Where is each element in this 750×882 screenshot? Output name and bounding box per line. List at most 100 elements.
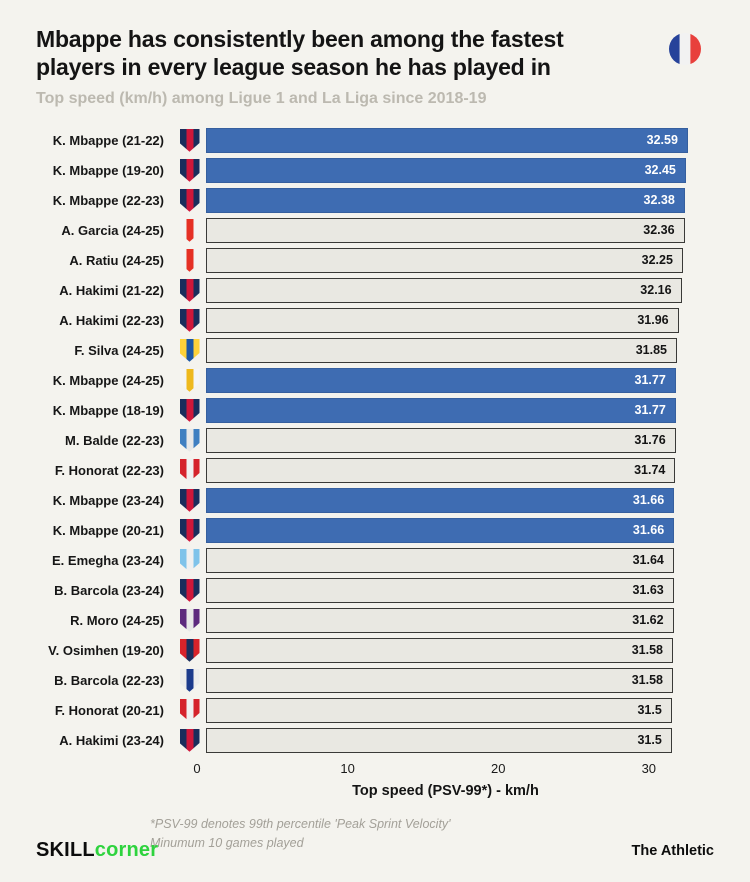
title-line-1: Mbappe has consistently been among the f…	[36, 26, 564, 52]
bar-value: 32.59	[646, 133, 678, 148]
club-crest-icon	[179, 398, 200, 422]
club-crest-wrap	[173, 248, 206, 272]
club-crest-wrap	[173, 308, 206, 332]
footer: SKILLcorner The Athletic	[36, 839, 714, 862]
bar: 31.77	[206, 397, 676, 423]
club-crest-wrap	[173, 158, 206, 182]
club-crest-icon	[179, 188, 200, 212]
club-crest-wrap	[173, 518, 206, 542]
bar-track: 31.58	[206, 637, 694, 663]
chart-row: E. Emegha (23-24) 31.64	[36, 545, 714, 575]
chart-row: K. Mbappe (21-22) 32.59	[36, 125, 714, 155]
chart-row: F. Silva (24-25) 31.85	[36, 335, 714, 365]
axis-spacer	[36, 783, 197, 799]
bar-value: 31.58	[631, 643, 663, 658]
bar: 31.63	[206, 577, 674, 603]
bar-track: 31.5	[206, 727, 694, 753]
bar-value: 32.16	[640, 283, 672, 298]
club-crest-icon	[179, 578, 200, 602]
bar: 31.66	[206, 487, 675, 513]
chart-row: F. Honorat (22-23) 31.74	[36, 455, 714, 485]
player-label: F. Honorat (20-21)	[54, 702, 164, 718]
player-label: R. Moro (24-25)	[70, 612, 164, 628]
bar-value: 31.74	[634, 463, 666, 478]
bar-value: 32.45	[644, 163, 676, 178]
the-athletic-logo: The Athletic	[631, 842, 714, 859]
club-crest-icon	[179, 608, 200, 632]
club-crest-wrap	[173, 548, 206, 572]
x-axis-label-row: Top speed (PSV-99*) - km/h	[36, 783, 714, 799]
page-title: Mbappe has consistently been among the f…	[36, 26, 564, 81]
bar-value: 31.5	[637, 733, 662, 748]
bar: 31.58	[206, 667, 673, 693]
bar-chart: K. Mbappe (21-22) 32.59 K. Mbappe (19-20…	[36, 125, 714, 799]
club-crest-wrap	[173, 698, 206, 722]
player-label: F. Silva (24-25)	[74, 342, 164, 358]
club-crest-icon	[179, 638, 200, 662]
bar: 32.38	[206, 187, 685, 213]
club-crest-icon	[179, 548, 200, 572]
chart-row: M. Balde (22-23) 31.76	[36, 425, 714, 455]
club-crest-wrap	[173, 728, 206, 752]
bar-track: 31.85	[206, 337, 694, 363]
player-label: A. Hakimi (22-23)	[59, 312, 164, 328]
club-crest-wrap	[173, 338, 206, 362]
player-label: B. Barcola (23-24)	[54, 582, 164, 598]
player-label: B. Barcola (22-23)	[54, 672, 164, 688]
chart-row: R. Moro (24-25) 31.62	[36, 605, 714, 635]
player-label: A. Garcia (24-25)	[61, 222, 164, 238]
bar-track: 31.66	[206, 487, 694, 513]
player-label: M. Balde (22-23)	[65, 432, 164, 448]
player-label: K. Mbappe (19-20)	[52, 162, 164, 178]
bar-value: 31.77	[634, 373, 666, 388]
chart-row: K. Mbappe (23-24) 31.66	[36, 485, 714, 515]
skillcorner-logo: SKILLcorner	[36, 839, 158, 862]
bar: 32.45	[206, 157, 686, 183]
bar: 31.58	[206, 637, 673, 663]
bar: 31.85	[206, 337, 677, 363]
bar-track: 31.77	[206, 367, 694, 393]
header-titles: Mbappe has consistently been among the f…	[36, 26, 564, 108]
club-crest-wrap	[173, 428, 206, 452]
player-label: A. Hakimi (21-22)	[59, 282, 164, 298]
club-crest-wrap	[173, 488, 206, 512]
axis-spacer	[36, 755, 197, 779]
player-label: A. Hakimi (23-24)	[59, 732, 164, 748]
club-crest-wrap	[173, 638, 206, 662]
club-crest-wrap	[173, 278, 206, 302]
club-crest-wrap	[173, 218, 206, 242]
bar: 31.74	[206, 457, 676, 483]
bar: 32.25	[206, 247, 683, 273]
bar-track: 32.38	[206, 187, 694, 213]
club-crest-icon	[179, 518, 200, 542]
bar-value: 31.66	[632, 523, 665, 538]
club-crest-icon	[179, 368, 200, 392]
bar: 32.16	[206, 277, 682, 303]
bar: 31.5	[206, 697, 672, 723]
bar-track: 32.36	[206, 217, 694, 243]
title-line-2: players in every league season he has pl…	[36, 53, 551, 80]
bar-track: 32.59	[206, 127, 694, 153]
player-label: K. Mbappe (22-23)	[52, 192, 164, 208]
bar-value: 31.66	[632, 493, 665, 508]
club-crest-icon	[179, 458, 200, 482]
axis-tick: 20	[490, 761, 506, 777]
player-label: K. Mbappe (24-25)	[52, 372, 164, 388]
club-crest-icon	[179, 728, 200, 752]
bar-track: 31.96	[206, 307, 694, 333]
player-label: F. Honorat (22-23)	[54, 462, 164, 478]
chart-row: A. Hakimi (21-22) 32.16	[36, 275, 714, 305]
bar-value: 31.63	[632, 583, 664, 598]
club-crest-wrap	[173, 128, 206, 152]
footnote-line-2: Minumum 10 games played	[150, 835, 304, 850]
bar: 31.96	[206, 307, 679, 333]
bar-track: 31.64	[206, 547, 694, 573]
chart-rows: K. Mbappe (21-22) 32.59 K. Mbappe (19-20…	[36, 125, 714, 755]
chart-row: A. Ratiu (24-25) 32.25	[36, 245, 714, 275]
header: Mbappe has consistently been among the f…	[36, 26, 714, 108]
axis-tick: 0	[193, 761, 201, 777]
bar-track: 32.25	[206, 247, 694, 273]
bar-value: 31.62	[632, 613, 664, 628]
club-crest-icon	[179, 338, 200, 362]
